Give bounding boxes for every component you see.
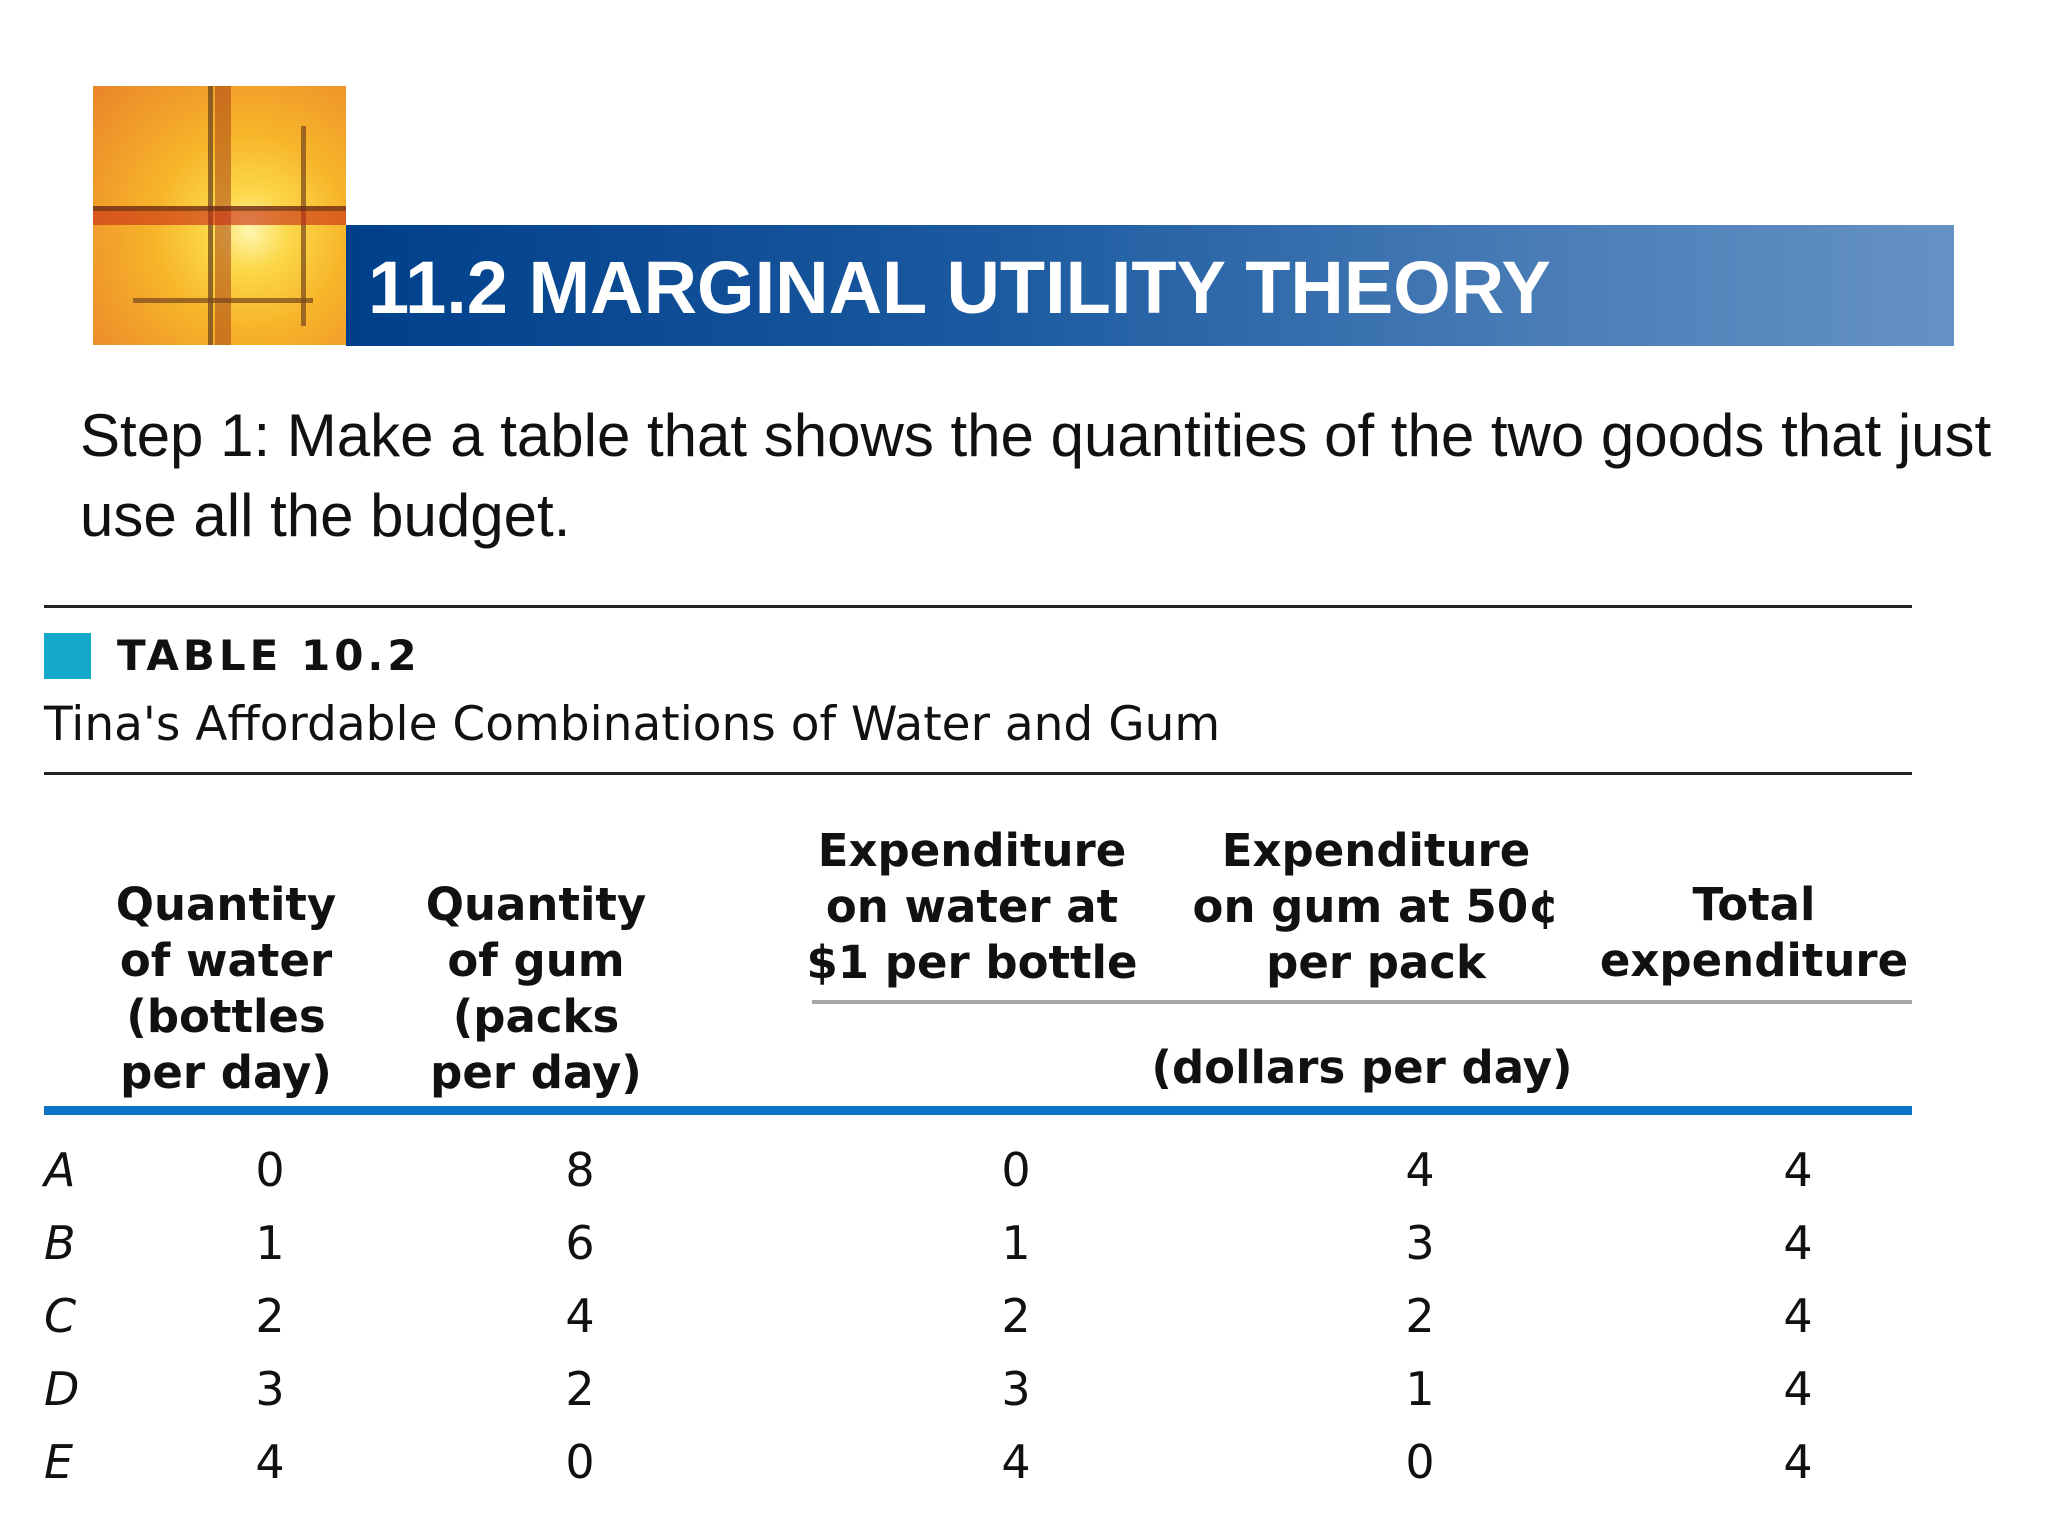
cell-gum-qty: 6 — [565, 1216, 595, 1270]
cell-total-exp: 4 — [1783, 1289, 1813, 1343]
cell-total-exp: 4 — [1783, 1216, 1813, 1270]
row-label: C — [44, 1289, 77, 1343]
row-label: A — [44, 1143, 76, 1197]
header-quantity-gum: Quantity of gum (packs per day) — [425, 878, 647, 1099]
table-row: B 1 6 1 3 4 — [44, 1213, 1912, 1286]
cell-gum-qty: 0 — [565, 1435, 595, 1489]
table-label: TABLE 10.2 — [117, 631, 421, 680]
cell-gum-exp: 0 — [1405, 1435, 1435, 1489]
header-rule — [44, 1106, 1912, 1115]
row-label: B — [44, 1216, 76, 1270]
row-label: D — [44, 1362, 80, 1416]
cell-total-exp: 4 — [1783, 1143, 1813, 1197]
units-label: (dollars per day) — [1151, 1041, 1573, 1094]
cell-water-exp: 4 — [1001, 1435, 1031, 1489]
table-row: A 0 8 0 4 4 — [44, 1140, 1912, 1213]
cell-water-qty: 2 — [255, 1289, 285, 1343]
cell-total-exp: 4 — [1783, 1435, 1813, 1489]
cell-water-qty: 1 — [255, 1216, 285, 1270]
cell-water-qty: 4 — [255, 1435, 285, 1489]
cell-water-exp: 0 — [1001, 1143, 1031, 1197]
cell-water-exp: 3 — [1001, 1362, 1031, 1416]
cell-gum-exp: 4 — [1405, 1143, 1435, 1197]
table-marker-icon — [44, 633, 91, 679]
cell-total-exp: 4 — [1783, 1362, 1813, 1416]
cell-gum-qty: 4 — [565, 1289, 595, 1343]
table-caption: Tina's Affordable Combinations of Water … — [44, 697, 1221, 752]
cell-gum-qty: 2 — [565, 1362, 595, 1416]
table-caption-rule — [44, 772, 1912, 775]
row-label: E — [44, 1435, 74, 1489]
cell-gum-qty: 8 — [565, 1143, 595, 1197]
slide-title: 11.2 MARGINAL UTILITY THEORY — [368, 246, 1551, 329]
cell-gum-exp: 1 — [1405, 1362, 1435, 1416]
table-row: D 3 2 3 1 4 — [44, 1359, 1912, 1432]
cell-gum-exp: 2 — [1405, 1289, 1435, 1343]
units-rule — [812, 1000, 1912, 1004]
cell-water-qty: 3 — [255, 1362, 285, 1416]
cell-water-qty: 0 — [255, 1143, 285, 1197]
cell-water-exp: 2 — [1001, 1289, 1031, 1343]
step-text: Step 1: Make a table that shows the quan… — [80, 402, 1992, 549]
header-total-expenditure: Total expenditure — [1599, 878, 1909, 987]
table-top-rule — [44, 605, 1912, 608]
slide-logo — [93, 86, 346, 345]
table-body: A 0 8 0 4 4 B 1 6 1 3 4 C 2 4 2 2 4 D 3 … — [44, 1140, 1912, 1505]
header-quantity-water: Quantity of water (bottles per day) — [115, 878, 337, 1099]
table-row: E 4 0 4 0 4 — [44, 1432, 1912, 1505]
cell-gum-exp: 3 — [1405, 1216, 1435, 1270]
header-expenditure-gum: Expenditure on gum at 50¢ per pack — [1192, 824, 1560, 989]
cell-water-exp: 1 — [1001, 1216, 1031, 1270]
title-bar — [346, 225, 1954, 346]
header-expenditure-water: Expenditure on water at $1 per bottle — [806, 824, 1138, 989]
table-row: C 2 4 2 2 4 — [44, 1286, 1912, 1359]
